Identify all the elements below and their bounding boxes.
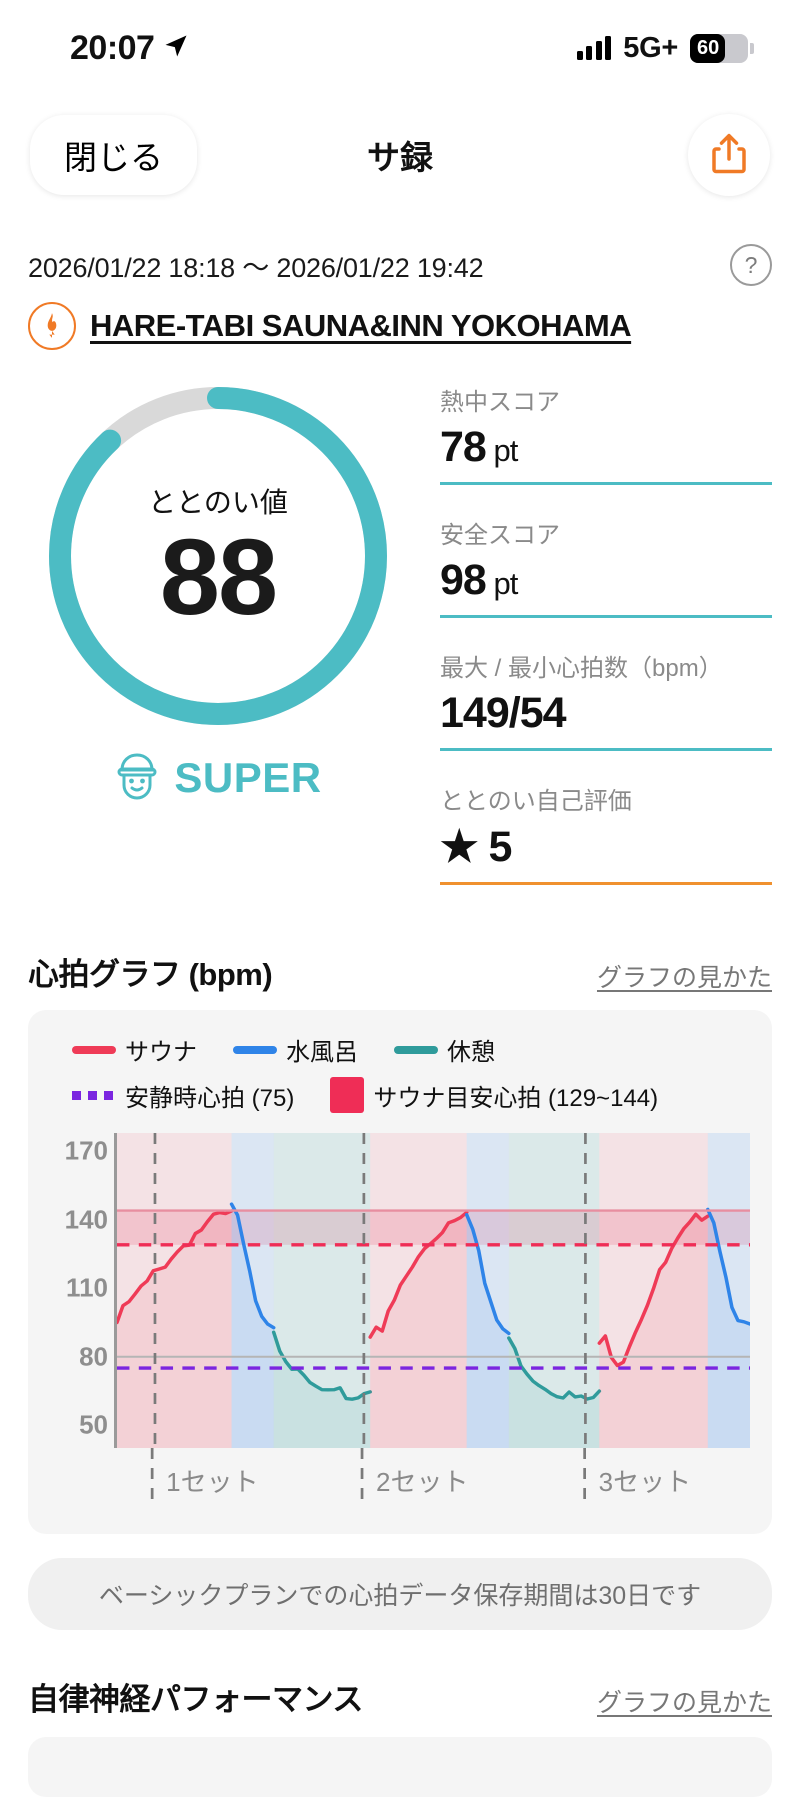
legend-label: サウナ [125,1039,197,1066]
totonoi-gauge: ととのい値 88 [38,376,398,736]
stats-list: 熱中スコア 78 pt 安全スコア 98 pt 最大 / 最小心拍数（bpm） … [408,376,772,915]
y-tick-label: 110 [66,1272,108,1303]
stat-value: 78 pt [440,423,772,482]
gauge-center: ととのい値 88 [38,376,398,736]
venue-row[interactable]: HARE-TABI SAUNA&INN YOKOHAMA [0,286,800,350]
stat-label: 安全スコア [440,522,560,549]
help-icon[interactable]: ? [730,244,772,286]
y-tick-label: 80 [79,1341,108,1372]
stat-underline [440,482,772,485]
stat-number: 78 [440,423,487,471]
stat-unit: pt [485,433,518,468]
heart-chart-howto-link[interactable]: グラフの見かた [596,964,772,992]
stat-label: 熱中スコア [440,389,560,416]
legend-item-coldbath: 水風呂 [233,1032,358,1067]
stat-label: 最大 / 最小心拍数（bpm） [440,655,723,682]
legend-swatch-dotted [72,1090,116,1100]
signal-bars-icon [576,36,612,60]
network-type-label: 5G+ [623,31,678,64]
rank-badge-label: SUPER [174,753,322,801]
y-tick-label: 170 [64,1135,108,1166]
stat-heat-score: 熱中スコア 78 pt [440,382,772,493]
sauna-hat-face-icon [114,750,160,805]
status-time: 20:07 [70,28,155,67]
stat-value: ★ 5 [440,823,512,871]
autonomic-header: 自律神経パフォーマンス グラフの見かた [0,1630,800,1719]
stat-safety-score: 安全スコア 98 pt [440,515,772,626]
rank-badge-row: SUPER [114,750,321,805]
chart-legend: サウナ 水風呂 休憩 安静時心拍 (75) サウナ目安心拍 (129~144) [42,1028,758,1129]
location-arrow-icon [162,32,190,65]
nav-bar: 閉じる サ録 [0,96,800,214]
session-date-range: 2026/01/22 18:18 〜 2026/01/22 19:42 [28,252,484,283]
close-button[interactable]: 閉じる [30,115,197,195]
totonoi-gauge-wrap: ととのい値 88 SUPER [28,376,408,915]
stat-number: 98 [440,556,487,604]
heart-chart-title: 心拍グラフ (bpm) [28,957,273,992]
legend-label: 休憩 [447,1039,495,1066]
share-button[interactable] [688,114,770,196]
heart-rate-series [115,1133,752,1448]
set-label: 3セット [598,1467,692,1497]
legend-label: 安静時心拍 (75) [125,1084,295,1112]
stat-underline [440,748,772,751]
battery-percent-label: 60 [697,36,720,59]
legend-item-sauna: サウナ [72,1032,197,1067]
stat-unit: pt [485,566,518,601]
stat-max-min-hr: 最大 / 最小心拍数（bpm） 149/54 [440,648,772,759]
legend-swatch-line [394,1045,438,1054]
set-divider-lines [150,1448,586,1500]
legend-swatch-band [330,1077,365,1113]
autonomic-chart-card [28,1737,772,1797]
set-label: 2セット [376,1467,469,1497]
status-bar-right: 5G+ 60 [576,31,754,65]
stat-underline [440,882,772,885]
gauge-label: ととのい値 [148,487,288,518]
y-tick-label: 140 [64,1204,108,1235]
stat-value: 98 pt [440,556,772,615]
heart-rate-chart-card: サウナ 水風呂 休憩 安静時心拍 (75) サウナ目安心拍 (129~144) … [28,1010,772,1534]
legend-label: サウナ目安心拍 (129~144) [373,1084,659,1112]
status-bar-left: 20:07 [70,29,190,68]
legend-row-1: サウナ 水風呂 休憩 [72,1032,758,1067]
plan-note: ベーシックプランでの心拍データ保存期間は30日です [28,1558,772,1630]
legend-swatch-line [72,1045,116,1054]
chart-plot: 50 80 110 140 170 [42,1133,758,1448]
battery-icon: 60 [690,33,754,63]
legend-item-rest: 休憩 [394,1032,495,1067]
share-icon [709,132,749,179]
gauge-value: 88 [159,516,278,637]
legend-row-2: 安静時心拍 (75) サウナ目安心拍 (129~144) [72,1077,758,1113]
y-tick-label: 50 [79,1409,108,1440]
gauge-ring [49,387,387,725]
heart-chart-header: 心拍グラフ (bpm) グラフの見かた [0,915,800,994]
venue-name[interactable]: HARE-TABI SAUNA&INN YOKOHAMA [90,308,632,343]
chart-y-axis: 50 80 110 140 170 [42,1133,108,1448]
chart-x-axis: 1セット 2セット 3セット [114,1448,750,1518]
stat-self-rating[interactable]: ととのい自己評価 ★ 5 [440,781,772,893]
autonomic-howto-link[interactable]: グラフの見かた [596,1689,772,1717]
sauna-flame-icon [28,302,76,350]
stat-label: ととのい自己評価 [440,788,632,815]
legend-label: 水風呂 [286,1039,358,1066]
stat-value: 149/54 [440,689,567,737]
summary-section: ととのい値 88 SUPER 熱中スコア 78 pt [0,350,800,915]
legend-swatch-line [233,1045,277,1054]
stat-underline [440,615,772,618]
legend-item-target-band: サウナ目安心拍 (129~144) [330,1077,658,1113]
autonomic-title: 自律神経パフォーマンス [28,1682,363,1717]
status-bar: 20:07 5G+ 60 [0,0,800,96]
chart-plot-area [114,1133,752,1448]
session-meta-row: 2026/01/22 18:18 〜 2026/01/22 19:42 ? [0,214,800,286]
set-label: 1セット [166,1467,259,1497]
legend-item-resting-hr: 安静時心拍 (75) [72,1078,294,1113]
